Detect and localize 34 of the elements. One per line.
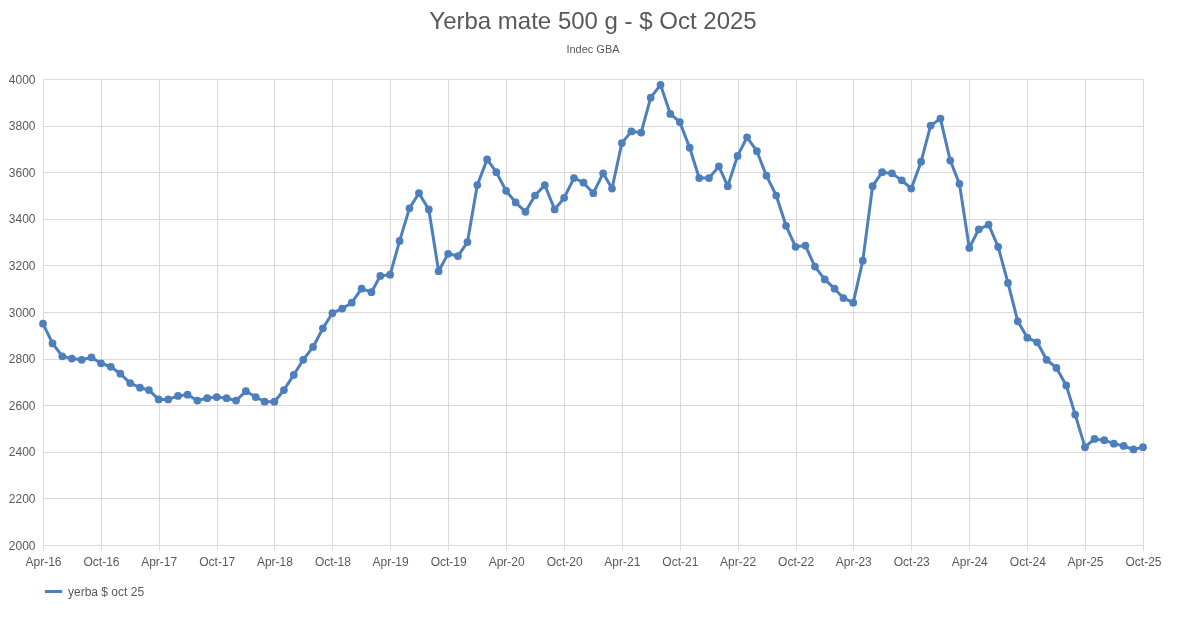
y-tick-label: 3800 [8, 119, 36, 134]
y-tick-label: 3200 [8, 258, 36, 273]
chart-title: Yerba mate 500 g - $ Oct 2025 [429, 7, 757, 34]
x-tick-label: Apr-22 [720, 554, 757, 569]
x-tick-label: Apr-23 [835, 554, 873, 569]
x-tick-label: Apr-16 [25, 554, 62, 569]
y-tick-label: 2200 [8, 491, 36, 506]
x-tick-label: Oct-23 [893, 554, 931, 569]
x-tick-label: Oct-16 [83, 554, 120, 569]
y-tick-label: 2400 [8, 445, 36, 460]
y-tick-label: 3600 [8, 165, 36, 180]
x-tick-label: Apr-17 [141, 554, 178, 569]
x-tick-label: Oct-25 [1125, 554, 1162, 569]
x-tick-label: Oct-22 [778, 554, 815, 569]
x-tick-label: Apr-20 [488, 554, 525, 569]
y-tick-label: 2000 [8, 538, 36, 553]
x-tick-label: Oct-18 [314, 554, 352, 569]
x-tick-label: Apr-18 [256, 554, 294, 569]
y-tick-label: 4000 [8, 72, 36, 87]
y-tick-label: 2600 [8, 398, 36, 413]
x-tick-label: Oct-24 [1009, 554, 1047, 569]
x-tick-label: Apr-19 [372, 554, 409, 569]
y-tick-label: 3000 [8, 305, 36, 320]
x-tick-label: Apr-21 [604, 554, 641, 569]
x-tick-label: Oct-20 [546, 554, 583, 569]
y-tick-label: 3400 [8, 212, 36, 227]
legend-label: yerba $ oct 25 [68, 584, 145, 599]
x-tick-label: Apr-25 [1067, 554, 1104, 569]
x-tick-label: Apr-24 [951, 554, 989, 569]
x-tick-label: Oct-21 [662, 554, 699, 569]
chart-subtitle: Indec GBA [566, 43, 621, 55]
x-tick-label: Oct-19 [430, 554, 467, 569]
x-tick-label: Oct-17 [199, 554, 236, 569]
y-tick-label: 2800 [8, 352, 36, 367]
